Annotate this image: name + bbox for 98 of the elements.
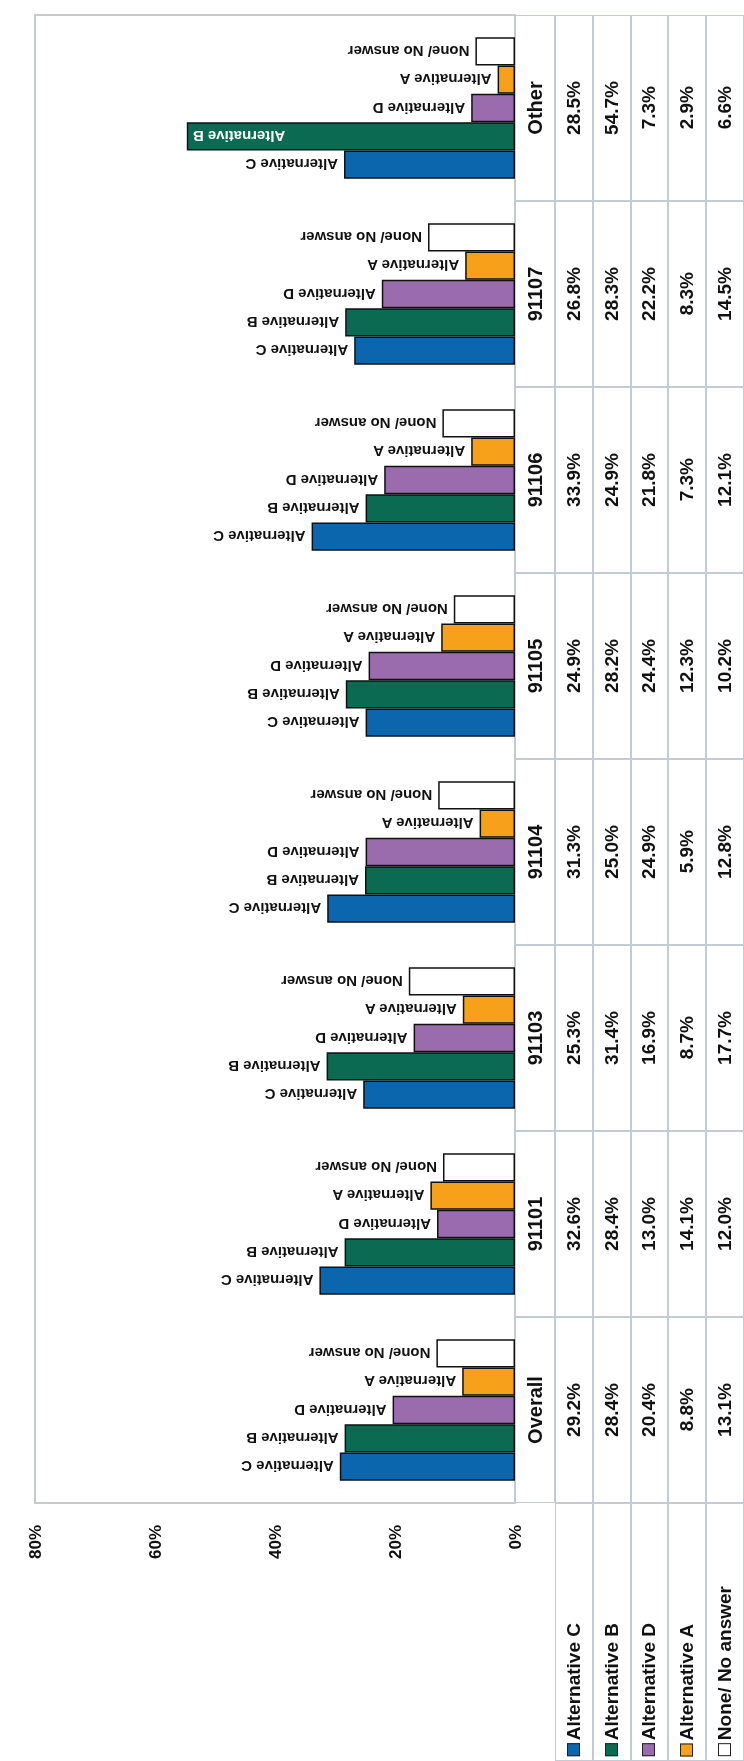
text: Alternative C [562,1622,584,1740]
text: None/ No answer [347,42,470,60]
text: Alternative C [255,342,349,360]
series-label: Alternative C [241,1458,334,1476]
text: None/ No answer [315,1158,437,1176]
data-label: 14.1% [676,1197,699,1251]
data-label: 2.9% [676,86,699,130]
series-label: Alternative B [192,127,286,145]
data-label: 12.3% [676,639,699,693]
text: None/ No answer [714,1585,736,1740]
y-tick-label: 91107 [524,266,546,322]
text: Alternative D [267,843,360,861]
x-tick-label: 40% [265,1525,285,1560]
text: Alternative A [373,443,466,461]
data-label: 24.9% [600,453,623,507]
data-label: 28.4% [600,1197,623,1251]
text: Alternative A [364,1001,457,1019]
data-label: 8.7% [676,1016,699,1060]
text: Alternative B [246,313,340,331]
text: Alternative D [315,1029,408,1047]
y-tick-label: 91105 [524,638,546,694]
text: Alternative B [266,871,359,889]
data-label: 33.9% [562,453,585,507]
data-label: 24.9% [638,825,661,879]
data-label: 14.5% [714,267,737,321]
text: None/ No answer [281,972,403,990]
y-tick-label: 91104 [524,823,546,880]
text: Alternative D [638,1622,660,1740]
text: Alternative C [267,714,360,732]
text: Alternative B [600,1622,622,1740]
data-label: 21.8% [638,453,661,507]
text: None/ No answer [300,228,422,246]
x-tick-label: 0% [505,1525,525,1550]
data-label: 28.3% [600,267,623,321]
text: Alternative D [285,471,379,489]
data-label: 17.7% [714,1011,737,1065]
series-label: Alternative A [364,1373,457,1391]
data-label: 25.0% [600,825,623,879]
text: Alternative B [246,1429,339,1447]
data-label: 31.3% [562,825,585,879]
data-label: 28.4% [600,1383,623,1437]
x-tick-label: 80% [25,1525,45,1560]
data-label: 24.4% [638,639,661,693]
text: Alternative C [245,156,338,174]
text: None/ No answer [326,600,448,618]
text: Alternative C [220,1272,314,1290]
data-label: 16.9% [638,1011,661,1065]
data-label: 8.8% [676,1388,699,1432]
text: Alternative B [267,499,360,517]
y-tick-label: 91106 [524,452,546,508]
data-label: 26.8% [562,267,585,321]
text: Alternative B [246,1243,339,1261]
text: Alternative C [228,900,322,918]
text: Alternative B [247,685,340,703]
data-label: 12.8% [714,825,737,879]
data-label: 20.4% [638,1383,661,1437]
text: None/ No answer [314,414,437,432]
text: Alternative D [270,657,363,675]
data-label: 29.2% [562,1383,585,1437]
text: Alternative D [338,1215,431,1233]
series-label: Alternative D [293,1401,387,1419]
text: Alternative B [228,1057,321,1075]
data-label: 8.3% [676,272,699,316]
data-label: 13.0% [638,1197,661,1251]
data-label: 28.2% [600,639,623,693]
data-label: 31.4% [600,1011,623,1065]
y-tick-label: Overall [524,1376,546,1444]
data-label: 10.2% [714,639,737,693]
text: Alternative A [367,257,460,275]
y-tick-label: 91101 [524,1196,546,1252]
data-label: 7.3% [676,458,699,502]
text: Alternative D [283,285,376,303]
data-label: 5.9% [676,830,699,874]
text: Alternative A [399,71,492,89]
text: Alternative A [381,815,474,833]
data-label: 22.2% [638,267,661,321]
data-label: 24.9% [562,639,585,693]
data-label: 13.1% [714,1383,737,1437]
text: Alternative A [332,1187,425,1205]
text: Alternative D [372,99,466,117]
data-label: 7.3% [638,86,661,130]
data-label: 54.7% [600,81,623,135]
text: Alternative C [264,1086,358,1104]
data-label: 12.1% [714,453,737,507]
y-tick-label: Other [524,81,546,135]
text: Alternative A [676,1623,698,1740]
text: Alternative C [213,528,306,546]
data-label: 32.6% [562,1197,585,1251]
data-label: 25.3% [562,1011,585,1065]
data-label: 12.0% [714,1197,737,1251]
text: Alternative A [343,629,436,647]
x-tick-label: 60% [145,1525,165,1560]
data-label: 28.5% [562,81,585,135]
text: None/ No answer [310,786,433,804]
series-label: None/ No answer [308,1344,431,1362]
y-tick-label: 91103 [524,1010,546,1066]
data-label: 6.6% [714,86,737,130]
x-tick-label: 20% [385,1525,405,1560]
